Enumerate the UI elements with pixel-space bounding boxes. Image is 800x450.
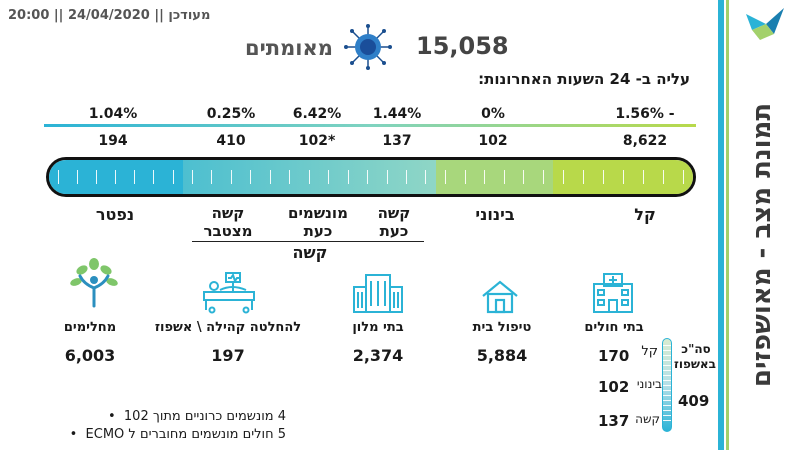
hospital-severe-label: קשה (635, 412, 660, 426)
category-label-hospitals: בתי חולים (584, 320, 644, 335)
label-severe-cumulative: קשה מצטבר (203, 204, 253, 240)
category-value-home: 5,884 (476, 346, 528, 365)
count-severe-cumulative: 410 (216, 133, 246, 149)
severity-bar (46, 157, 696, 197)
label-mild: קל (634, 205, 656, 224)
category-label-hotels: בתי מלון (352, 320, 404, 335)
count-ventilated: 102* (298, 133, 336, 149)
category-value-hotels: 2,374 (352, 346, 404, 365)
hospital-moderate-label: בינוני (636, 377, 662, 391)
label-deceased: נפטר (95, 205, 135, 224)
note-chronic-ventilated: 4 מונשמים כרוניים מתוך 102 • (107, 409, 286, 424)
hospital-icon (593, 273, 633, 313)
label-moderate: בינוני (475, 205, 515, 224)
hospital-severe-value: 137 (598, 412, 630, 430)
percent-mild: - 1.56% (615, 106, 675, 122)
percent-moderate: 0% (481, 106, 505, 122)
category-label-recovered: מחלימים (63, 320, 117, 335)
confirmed-label: מאומתים (244, 36, 333, 60)
category-label-home: טיפול בית (472, 320, 532, 335)
bar-segment-deceased (49, 160, 183, 194)
bar-segment-moderate (435, 160, 554, 194)
increase-label: עליה ב- 24 השעות האחרונות: (478, 70, 690, 88)
accent-line-green (726, 0, 729, 450)
severe-group-label: קשה (292, 243, 328, 262)
hotel-icon (353, 274, 403, 313)
hospital-total-label: סה"כ באשפוז (674, 342, 716, 371)
percent-severe-now: 1.44% (372, 106, 422, 122)
hospital-moderate-value: 102 (598, 378, 630, 396)
count-deceased: 194 (98, 133, 128, 149)
side-title: תמונת מצב - מאושפזים (747, 102, 778, 388)
label-ventilated: מונשמים כעת (288, 204, 348, 240)
category-value-community: 197 (211, 346, 245, 365)
count-mild: 8,622 (622, 133, 668, 149)
hospital-mild-label: קל (641, 344, 658, 359)
updated-label: מעודכן || 24/04/2020 || 20:00 (8, 8, 211, 23)
note-ecmo: 5 חולים מונשמים מחוברים ל ECMO • (69, 427, 286, 442)
hospital-mini-thermometer (662, 338, 672, 432)
bar-segment-mild (553, 160, 693, 194)
percent-severe-cumulative: 0.25% (206, 106, 256, 122)
severe-group-underline (192, 241, 424, 242)
percent-ventilated: 6.42% (292, 106, 342, 122)
ministry-logo-icon (746, 8, 784, 40)
count-moderate: 102 (478, 133, 508, 149)
label-severe-now: קשה כעת (377, 204, 411, 240)
divider-gradient-line (44, 124, 696, 127)
home-icon (482, 280, 518, 314)
category-label-community: להחלטה קהילה \ אשפוז (154, 320, 302, 335)
recovered-tree-icon (70, 258, 118, 308)
percent-deceased: 1.04% (88, 106, 138, 122)
category-value-recovered: 6,003 (64, 346, 116, 365)
virus-icon (344, 24, 392, 70)
bar-segment-severe (182, 160, 436, 194)
hospital-total-value: 409 (678, 392, 710, 410)
accent-line-blue (718, 0, 724, 450)
hospital-bed-icon (203, 272, 255, 314)
count-severe-now: 137 (382, 133, 412, 149)
hospital-mild-value: 170 (598, 347, 630, 365)
confirmed-count: 15,058 (416, 32, 509, 60)
